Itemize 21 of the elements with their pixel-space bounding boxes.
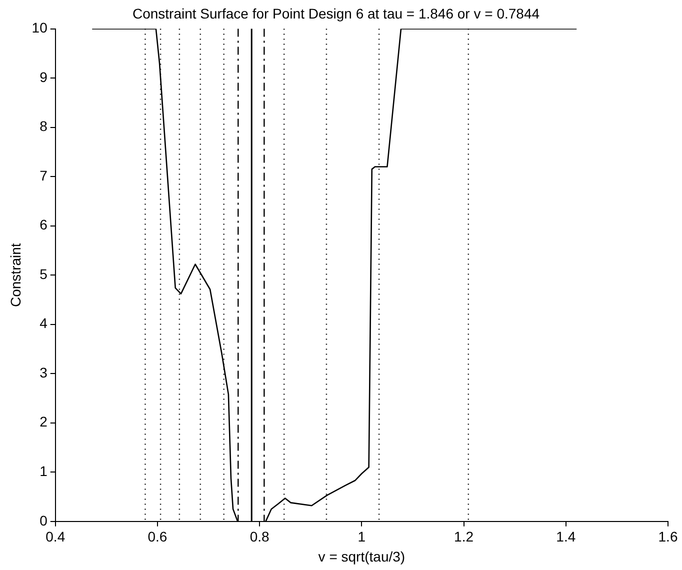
y-tick-label: 3 [40, 364, 48, 380]
x-tick-label: 1.6 [658, 528, 678, 545]
x-tick-label: 0.4 [46, 528, 66, 545]
y-tick-label: 5 [40, 266, 48, 282]
x-tick-label: 1.2 [454, 528, 474, 545]
x-tick-label: 0.8 [250, 528, 270, 545]
x-tick-label: 0.6 [148, 528, 168, 545]
y-tick-label: 1 [40, 463, 48, 479]
y-tick-label: 6 [40, 216, 48, 233]
x-tick-label: 1.4 [556, 528, 576, 545]
chart-title: Constraint Surface for Point Design 6 at tau = 1.846 or v = 0.7844 [132, 5, 540, 22]
y-tick-label: 8 [40, 118, 48, 134]
y-tick-label: 9 [40, 68, 48, 85]
y-tick-label: 7 [40, 167, 48, 184]
y-tick-label: 10 [32, 20, 48, 36]
x-tick-label: 1 [358, 528, 366, 545]
y-tick-label: 4 [40, 315, 48, 332]
y-axis-title: Constraint [7, 243, 24, 308]
y-tick-label: 2 [40, 414, 48, 430]
x-axis-title: v = sqrt(tau/3) [318, 548, 406, 564]
y-tick-label: 0 [40, 512, 48, 528]
